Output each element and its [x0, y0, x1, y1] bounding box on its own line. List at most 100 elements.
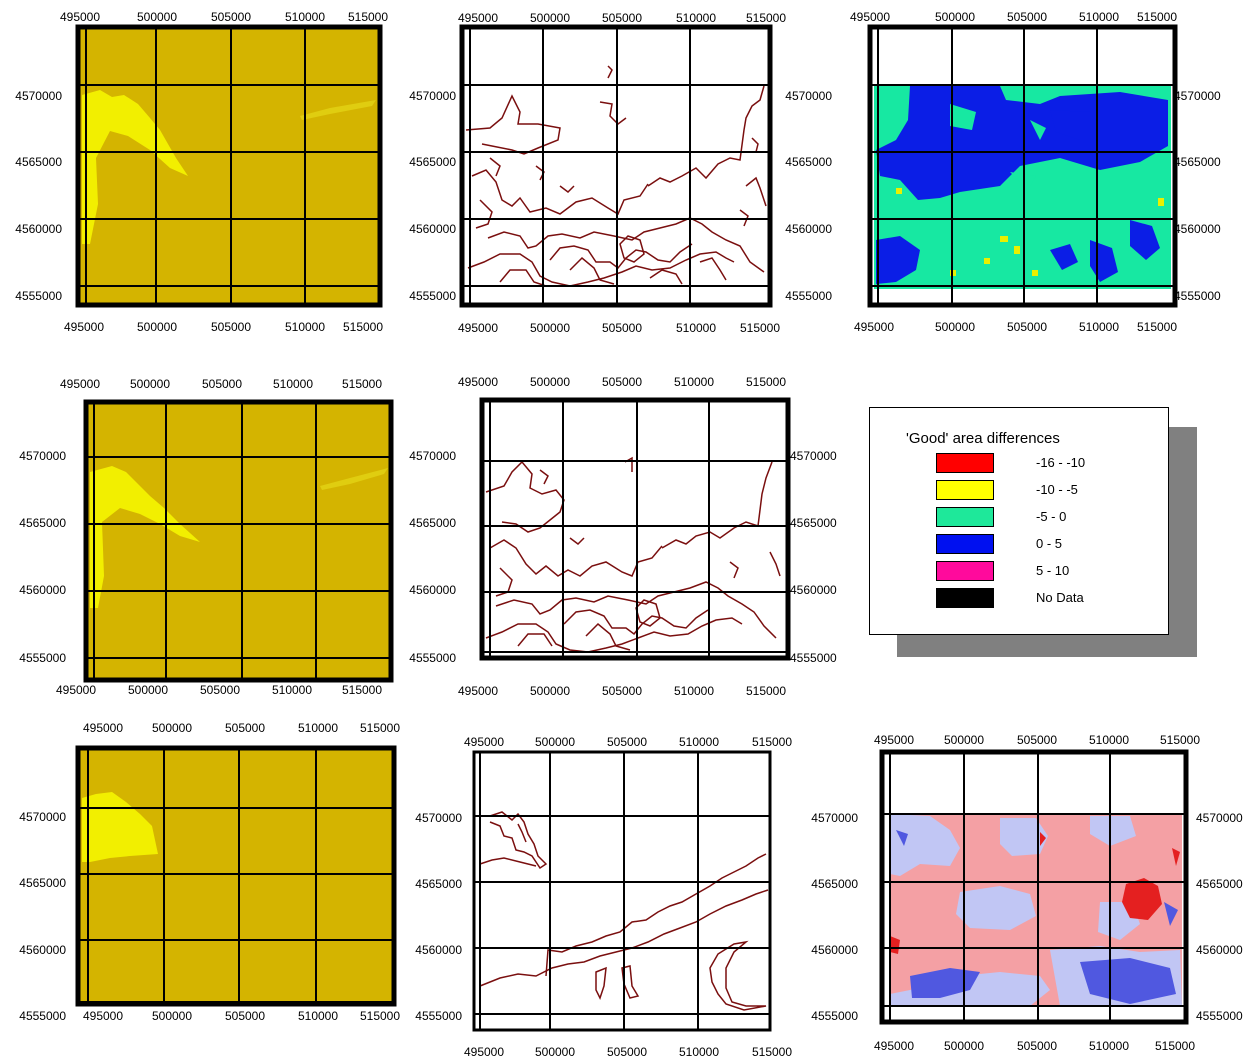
x-tick-label: 510000 [272, 683, 312, 697]
x-tick-label: 515000 [1155, 1039, 1195, 1053]
y-ticks-left: 4570000 4565000 4560000 4555000 [409, 89, 456, 303]
x-tick-label: 505000 [211, 320, 251, 334]
x-tick-label: 495000 [854, 320, 894, 334]
map-fill [78, 748, 396, 1004]
grid-lines [882, 752, 1186, 1022]
yellow-zone [90, 466, 200, 608]
map-frame [479, 397, 791, 661]
map-frame [75, 24, 383, 308]
x-tick-label: 505000 [225, 721, 265, 735]
y-tick-label: 4555000 [811, 1009, 858, 1023]
y-ticks-left: 4570000 4565000 4560000 4555000 [409, 449, 456, 665]
y-tick-label: 4560000 [790, 583, 837, 597]
y-tick-label: 4565000 [785, 155, 832, 169]
x-tick-label: 510000 [285, 10, 325, 24]
x-tick-label: 495000 [464, 735, 504, 749]
y-tick-label: 4560000 [19, 943, 66, 957]
map-fill [482, 400, 788, 658]
y-tick-label: 4570000 [409, 89, 456, 103]
map-fill [78, 27, 380, 305]
x-tick-label: 510000 [1089, 733, 1129, 747]
y-tick-label: 4555000 [19, 1009, 66, 1023]
legend-swatch [936, 534, 994, 554]
map-frame [867, 24, 1178, 308]
x-tick-label: 500000 [535, 735, 575, 749]
legend-item: 0 - 5 [936, 534, 1156, 554]
x-tick-label: 505000 [1007, 320, 1047, 334]
legend-swatch [936, 588, 994, 608]
y-tick-label: 4570000 [415, 811, 462, 825]
x-tick-label: 495000 [60, 10, 100, 24]
difference-map-r1c3: 495000 500000 505000 510000 515000 49500… [785, 10, 1221, 334]
x-tick-label: 500000 [530, 684, 570, 698]
x-tick-label: 495000 [64, 320, 104, 334]
legend-label: 0 - 5 [1036, 536, 1063, 551]
x-tick-label: 500000 [530, 321, 570, 335]
y-tick-label: 4565000 [15, 155, 62, 169]
y-tick-label: 4560000 [785, 222, 832, 236]
x-ticks-bottom: 495000 500000 505000 510000 515000 [464, 1045, 792, 1059]
y-tick-label: 4570000 [785, 89, 832, 103]
x-tick-label: 510000 [298, 1009, 338, 1023]
x-ticks-bottom: 495000 500000 505000 510000 515000 [56, 683, 382, 697]
x-ticks-bottom: 495000 500000 505000 510000 515000 [64, 320, 383, 334]
x-ticks-bottom: 495000 500000 505000 510000 515000 [458, 684, 786, 698]
x-tick-label: 500000 [535, 1045, 575, 1059]
y-tick-label: 4565000 [409, 155, 456, 169]
legend-swatch [936, 453, 994, 473]
x-tick-label: 510000 [679, 735, 719, 749]
x-tick-label: 495000 [850, 10, 890, 24]
x-tick-label: 500000 [935, 10, 975, 24]
x-tick-label: 505000 [602, 375, 642, 389]
x-tick-label: 515000 [1137, 320, 1177, 334]
map-fill [86, 402, 391, 680]
x-ticks-bottom: 495000 500000 505000 510000 515000 [854, 320, 1177, 334]
x-tick-label: 510000 [273, 377, 313, 391]
y-tick-label: 4570000 [811, 811, 858, 825]
contour-map-r2c2: 495000 500000 505000 510000 515000 49500… [409, 375, 837, 698]
legend-swatch [936, 480, 994, 500]
legend: 'Good' area differences -16 - -10 -10 - … [869, 407, 1169, 635]
y-tick-label: 4555000 [785, 289, 832, 303]
x-tick-label: 515000 [746, 11, 786, 25]
legend-title: 'Good' area differences [906, 430, 1060, 447]
legend-label: -5 - 0 [1036, 509, 1067, 524]
y-tick-label: 4565000 [409, 516, 456, 530]
y-ticks-right: 4570000 4565000 4560000 4555000 [1174, 89, 1221, 303]
y-ticks-left: 4570000 4565000 4560000 4555000 [19, 449, 66, 665]
map-panel-r2c1: 495000 500000 505000 510000 515000 49500… [0, 362, 400, 714]
map-panel-r1c2: 495000 500000 505000 510000 515000 49500… [400, 0, 800, 352]
map-panel-r1c3: 495000 500000 505000 510000 515000 49500… [785, 0, 1221, 352]
y-tick-label: 4565000 [1196, 877, 1243, 891]
x-ticks-top: 495000 500000 505000 510000 515000 [83, 721, 400, 735]
x-tick-label: 510000 [674, 375, 714, 389]
legend-item: -16 - -10 [936, 453, 1156, 473]
y-tick-label: 4570000 [790, 449, 837, 463]
map-panel-r2c2: 495000 500000 505000 510000 515000 49500… [400, 362, 837, 714]
x-tick-label: 505000 [1017, 733, 1057, 747]
x-tick-label: 495000 [60, 377, 100, 391]
map-panel-r1c1: 495000 500000 505000 510000 515000 49500… [0, 0, 400, 352]
raster-map-r3c1: 495000 500000 505000 510000 515000 49500… [19, 721, 400, 1023]
x-tick-label: 505000 [607, 735, 647, 749]
y-ticks-left: 4570000 4565000 4560000 4555000 [811, 811, 858, 1023]
grid-lines [870, 27, 1175, 305]
grid-lines [474, 752, 770, 1030]
x-tick-label: 495000 [458, 375, 498, 389]
y-tick-label: 4555000 [1174, 289, 1221, 303]
contour-map-r3c2: 495000 500000 505000 510000 515000 49500… [415, 735, 792, 1059]
map-frame [879, 749, 1189, 1025]
y-tick-label: 4570000 [1196, 811, 1243, 825]
y-tick-label: 4560000 [409, 583, 456, 597]
contour-lines [465, 65, 767, 287]
x-tick-label: 500000 [530, 11, 570, 25]
grid-lines [482, 400, 788, 658]
y-tick-label: 4565000 [1174, 155, 1221, 169]
x-tick-label: 505000 [225, 1009, 265, 1023]
x-tick-label: 515000 [746, 684, 786, 698]
x-tick-label: 510000 [676, 11, 716, 25]
legend-swatch [936, 561, 994, 581]
x-tick-label: 515000 [1137, 10, 1177, 24]
x-ticks-top: 495000 500000 505000 510000 515000 [458, 11, 786, 25]
y-tick-label: 4565000 [811, 877, 858, 891]
